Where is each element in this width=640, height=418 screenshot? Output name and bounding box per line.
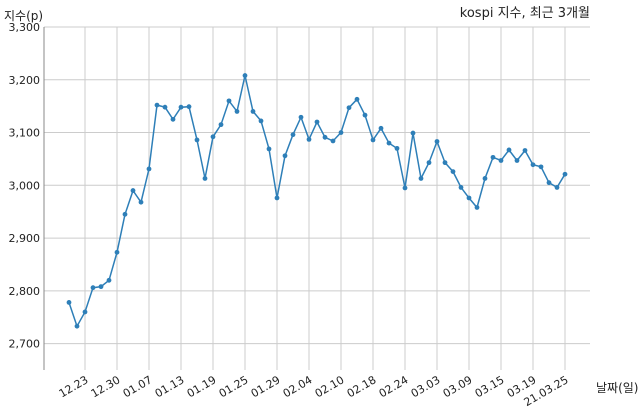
x-tick-label: 01.07 bbox=[121, 373, 155, 400]
data-point bbox=[90, 285, 96, 291]
data-point bbox=[130, 188, 136, 193]
x-tick-label: 01.13 bbox=[153, 373, 187, 400]
data-point bbox=[522, 148, 528, 153]
data-point bbox=[274, 195, 280, 201]
data-point bbox=[282, 153, 288, 159]
data-point bbox=[138, 199, 144, 205]
data-point bbox=[98, 284, 104, 290]
data-point bbox=[562, 171, 568, 177]
data-point bbox=[338, 130, 344, 135]
data-point bbox=[546, 180, 552, 186]
data-point bbox=[258, 118, 264, 124]
data-point bbox=[538, 164, 544, 170]
x-tick-label: 03.09 bbox=[441, 373, 475, 400]
x-tick-label: 01.29 bbox=[249, 373, 283, 400]
series bbox=[66, 73, 568, 329]
data-point bbox=[242, 73, 248, 78]
data-point bbox=[418, 176, 424, 181]
data-point bbox=[474, 205, 480, 210]
data-point bbox=[498, 158, 504, 163]
data-point bbox=[146, 166, 152, 172]
data-point bbox=[178, 104, 184, 110]
data-point bbox=[362, 112, 368, 118]
x-tick-label: 12.23 bbox=[57, 373, 91, 400]
data-point bbox=[298, 114, 304, 120]
data-point bbox=[370, 137, 376, 143]
data-point bbox=[434, 139, 440, 144]
data-point bbox=[442, 160, 448, 166]
data-point bbox=[394, 145, 400, 151]
grid bbox=[44, 26, 590, 370]
data-point bbox=[250, 109, 256, 114]
y-tick-label: 2,700 bbox=[9, 338, 41, 351]
x-tick-labels: 12.2312.3001.0701.1301.1901.2501.2902.04… bbox=[57, 373, 571, 409]
data-point bbox=[202, 176, 208, 181]
data-point bbox=[330, 138, 336, 144]
x-tick-label: 02.24 bbox=[377, 373, 411, 400]
data-point bbox=[218, 122, 224, 128]
data-point bbox=[186, 104, 192, 110]
x-axis-label: 날짜(일) bbox=[596, 381, 638, 395]
data-point bbox=[290, 132, 296, 138]
data-point bbox=[266, 146, 272, 152]
data-point bbox=[402, 185, 408, 191]
x-tick-label: 01.25 bbox=[217, 373, 251, 400]
data-point bbox=[450, 169, 456, 174]
data-point bbox=[354, 96, 360, 102]
x-tick-label: 03.03 bbox=[409, 373, 443, 400]
data-point bbox=[170, 116, 176, 122]
data-point bbox=[514, 158, 520, 163]
data-point bbox=[426, 160, 432, 166]
data-point bbox=[122, 211, 128, 217]
data-point bbox=[482, 176, 488, 181]
y-tick-label: 3,100 bbox=[9, 127, 41, 140]
y-tick-label: 2,900 bbox=[9, 232, 41, 245]
data-point bbox=[410, 130, 416, 136]
data-point bbox=[386, 140, 392, 146]
data-point bbox=[346, 105, 352, 111]
data-point bbox=[314, 119, 320, 125]
x-tick-label: 03.15 bbox=[473, 373, 507, 400]
x-tick-label: 02.10 bbox=[313, 373, 347, 400]
y-tick-label: 2,800 bbox=[9, 285, 41, 298]
data-point bbox=[322, 134, 328, 140]
y-axis-label: 지수(p) bbox=[4, 9, 43, 23]
series-line bbox=[68, 75, 566, 329]
x-tick-label: 02.04 bbox=[281, 373, 315, 400]
data-point bbox=[306, 136, 312, 142]
data-point bbox=[530, 162, 536, 168]
x-tick-label: 12.30 bbox=[89, 373, 123, 400]
data-point bbox=[66, 300, 72, 305]
data-point bbox=[378, 125, 384, 131]
data-point bbox=[106, 277, 112, 283]
data-point bbox=[82, 309, 88, 315]
data-point bbox=[466, 195, 472, 201]
data-point bbox=[114, 249, 120, 255]
y-tick-label: 3,200 bbox=[9, 74, 41, 87]
data-point bbox=[554, 185, 560, 190]
data-point bbox=[154, 102, 160, 108]
data-point bbox=[162, 104, 168, 110]
data-point bbox=[506, 147, 512, 153]
y-tick-label: 3,000 bbox=[9, 179, 41, 192]
data-point bbox=[210, 134, 216, 140]
x-tick-label: 01.19 bbox=[185, 373, 219, 400]
chart-title: kospi 지수, 최근 3개월 bbox=[460, 6, 590, 21]
data-point bbox=[74, 323, 80, 329]
data-point bbox=[194, 137, 200, 143]
data-point bbox=[234, 109, 240, 114]
data-point bbox=[226, 98, 232, 104]
x-tick-label: 02.18 bbox=[345, 373, 379, 400]
y-tick-labels: 2,700 2,800 2,900 3,000 3,100 3,200 3,300 bbox=[9, 21, 41, 351]
data-point bbox=[490, 154, 496, 160]
y-tick-label: 3,300 bbox=[9, 21, 41, 34]
data-point bbox=[458, 185, 464, 190]
